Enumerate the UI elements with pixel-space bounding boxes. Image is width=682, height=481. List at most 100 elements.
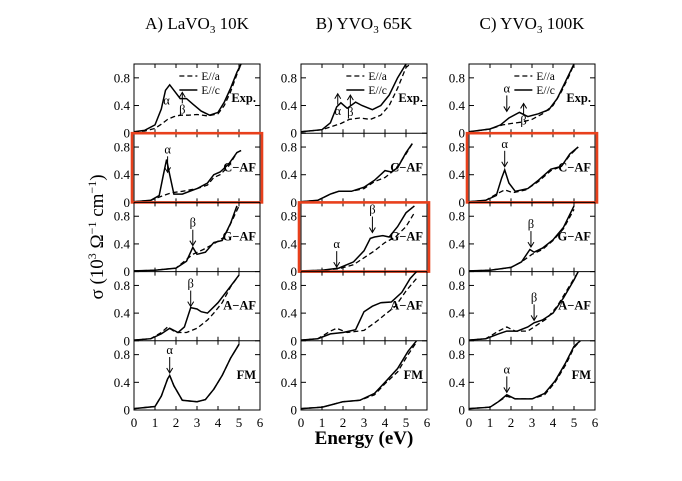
x-tick-label: 4	[215, 415, 222, 430]
y-axis-label-part: Ω	[87, 234, 108, 253]
y-tick-label: 0.8	[449, 347, 465, 362]
y-axis-label-part: −1	[85, 222, 99, 235]
marker-arrowhead	[501, 161, 509, 168]
x-tick-label: 0	[466, 415, 473, 430]
y-tick-label: 0.4	[281, 167, 298, 182]
marker-arrowhead	[368, 227, 376, 234]
series-E-c	[300, 271, 418, 341]
legend-label-c: E//c	[536, 85, 555, 97]
y-tick-label: 0.8	[449, 70, 465, 85]
title-subscript: 3	[373, 24, 379, 36]
marker-arrowhead	[527, 241, 535, 249]
y-tick-label: 0.4	[281, 98, 298, 113]
series-E-c	[300, 340, 418, 410]
x-tick-label: 3	[361, 415, 368, 430]
marker-arrowhead	[178, 91, 186, 98]
marker-arrowhead	[333, 261, 341, 269]
title-subscript: 3	[537, 24, 543, 36]
y-tick-label: 0	[459, 333, 466, 348]
panel-2: 0 0.4 0.8 C−AF	[281, 132, 428, 210]
column-C: C) YVO3 100K00.40.8Exp.E//aE//cαβ00.40.8…	[449, 14, 599, 430]
legend-label-a: E//a	[368, 71, 387, 83]
marker-alpha: α	[163, 93, 170, 107]
x-tick-label: 5	[236, 415, 243, 430]
y-tick-label: 0.4	[114, 236, 131, 251]
y-tick-label: 0.4	[281, 306, 298, 321]
y-tick-label: 0.8	[281, 209, 297, 224]
y-tick-label: 0.8	[281, 140, 297, 155]
panel-label: A−AF	[223, 299, 256, 313]
marker-alpha: α	[164, 142, 171, 156]
panel-label: A−AF	[558, 299, 591, 313]
x-tick-label: 1	[152, 415, 159, 430]
y-tick-label: 0	[291, 126, 298, 141]
title-subscript: 3	[210, 24, 216, 36]
y-tick-label: 0	[124, 195, 131, 210]
marker-arrowhead	[164, 167, 172, 174]
y-tick-label: 0	[291, 195, 298, 210]
series-E-c	[468, 340, 581, 410]
y-tick-label: 0.8	[281, 70, 297, 85]
y-axis-label-part: )	[87, 174, 108, 180]
y-tick-label: 0	[291, 333, 298, 348]
panel-label: FM	[237, 368, 257, 382]
y-tick-label: 0.4	[449, 236, 466, 251]
y-tick-label: 0.8	[114, 278, 130, 293]
marker-alpha: α	[501, 137, 508, 151]
series-E-a	[300, 63, 411, 133]
y-axis-label-part: σ (10	[87, 259, 108, 299]
y-tick-label: 0.4	[281, 375, 298, 390]
y-tick-label: 0.8	[281, 278, 297, 293]
panel-5: 0 0.4 0.8 FM α	[449, 340, 596, 418]
title-suffix: 65K	[379, 14, 413, 33]
marker-arrowhead	[189, 240, 197, 247]
title-main: C) YVO	[480, 14, 537, 33]
series-E-c	[133, 274, 240, 341]
panel-label: A−AF	[390, 299, 423, 313]
x-tick-label: 0	[131, 415, 138, 430]
series-E-a	[468, 146, 579, 203]
panel-5: 0 0.4 0.8 FM	[281, 340, 428, 418]
panel-3: 0 0.4 0.8 G−AF β	[114, 201, 261, 279]
y-tick-label: 0.4	[449, 167, 466, 182]
x-tick-label: 2	[340, 415, 347, 430]
series-E-a	[133, 343, 240, 410]
y-tick-label: 0.8	[449, 209, 465, 224]
x-tick-label: 6	[257, 415, 264, 430]
marker-arrowhead	[346, 94, 354, 101]
x-tick-label: 3	[194, 415, 201, 430]
x-tick-label: 3	[529, 415, 536, 430]
panel-2: 0 0.4 0.8 C−AF α	[114, 131, 264, 210]
marker-alpha: α	[333, 237, 340, 251]
series-E-a	[468, 63, 575, 133]
x-tick-label: 4	[550, 415, 557, 430]
panel-3: 0 0.4 0.8 G−AF β	[449, 201, 596, 279]
y-tick-label: 0.4	[114, 375, 131, 390]
panel-label: Exp.	[398, 91, 423, 105]
marker-arrowhead	[503, 387, 511, 394]
marker-beta: β	[531, 290, 537, 304]
y-axis-label-part: cm	[87, 193, 108, 221]
x-axis-label: Energy (eV)	[315, 428, 414, 449]
y-axis-label-part: −1	[85, 181, 99, 194]
x-tick-label: 5	[571, 415, 578, 430]
series-E-a	[300, 341, 418, 410]
legend-label-a: E//a	[201, 71, 220, 83]
series-E-c	[300, 205, 415, 272]
y-tick-label: 0.4	[114, 98, 131, 113]
series-E-c	[133, 205, 238, 272]
marker-arrowhead	[503, 106, 511, 113]
marker-beta: β	[179, 102, 185, 116]
column-title: B) YVO3 65K	[316, 14, 413, 36]
y-tick-label: 0	[124, 403, 131, 418]
y-tick-label: 0	[124, 333, 131, 348]
title-suffix: 10K	[215, 14, 249, 33]
panel-label: C−AF	[558, 160, 591, 174]
x-tick-label: 6	[592, 415, 599, 430]
panel-4: 0 0.4 0.8 A−AF	[281, 271, 428, 348]
panel-5: 0 0.4 0.8 FM α	[114, 340, 261, 418]
